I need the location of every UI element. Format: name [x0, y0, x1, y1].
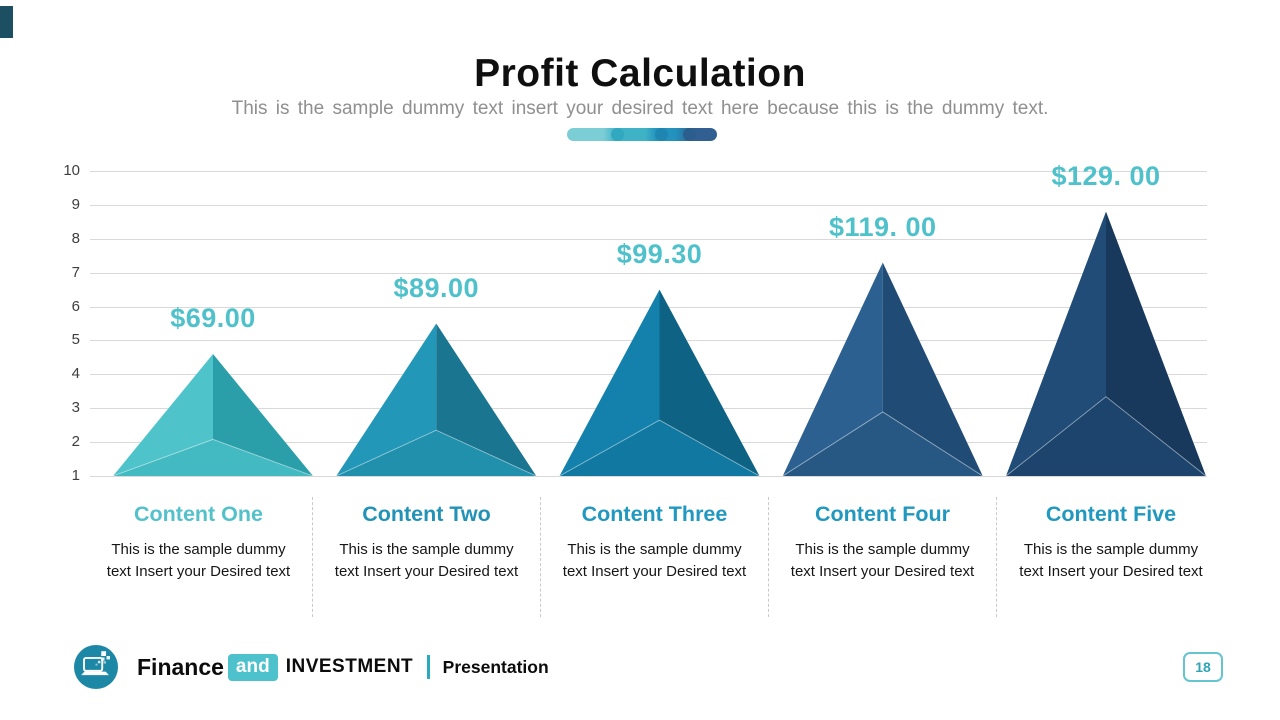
- gridline: [90, 340, 1207, 342]
- gridline: [90, 476, 1207, 477]
- content-column-1: Content One This is the sample dummy text…: [85, 497, 313, 617]
- y-axis-label: 8: [71, 229, 80, 247]
- value-label: $99.30: [616, 238, 703, 269]
- slide-subtitle: This is the sample dummy text insert you…: [231, 98, 1049, 119]
- content-description: This is the sample dummy text Insert you…: [1019, 541, 1203, 580]
- content-column-2: Content Two This is the sample dummy text…: [313, 497, 541, 617]
- pyramid-content-five: [1005, 211, 1207, 477]
- pyramid-content-one: [112, 354, 314, 477]
- y-axis-label: 9: [71, 195, 80, 213]
- divider-dot: [683, 128, 696, 141]
- content-columns: Content One This is the sample dummy text…: [85, 497, 1225, 617]
- y-axis-label: 2: [71, 433, 80, 451]
- content-title: Content Four: [815, 502, 950, 526]
- page-number: 18: [1195, 659, 1211, 675]
- gridline: [90, 374, 1207, 376]
- content-column-5: Content Five This is the sample dummy tex…: [997, 497, 1225, 617]
- footer-divider: [427, 655, 430, 679]
- gridline: [90, 442, 1207, 444]
- divider-accent: [567, 128, 717, 141]
- content-description: This is the sample dummy text Insert you…: [106, 541, 291, 580]
- y-axis-label: 6: [71, 297, 80, 315]
- content-column-4: Content Four This is the sample dummy tex…: [769, 497, 997, 617]
- doc-type-label: Presentation: [442, 656, 549, 677]
- pyramid-content-four: [782, 262, 983, 477]
- content-title: Content Two: [362, 502, 491, 526]
- laptop-logo-icon: [74, 645, 118, 689]
- content-column-3: Content Three This is the sample dummy te…: [541, 497, 769, 617]
- slide-accent-bar: [0, 6, 13, 38]
- pyramid-content-three: [559, 289, 760, 477]
- divider-dot: [655, 128, 668, 141]
- brand-investment: INVESTMENT: [285, 656, 414, 677]
- footer: Finance and INVESTMENT Presentation: [0, 642, 1280, 692]
- value-label: $89.00: [393, 272, 480, 303]
- divider-dot: [611, 128, 624, 141]
- gridline: [90, 272, 1207, 274]
- pyramid-content-two: [336, 323, 537, 477]
- y-axis-label: 1: [71, 467, 80, 484]
- y-axis-label: 4: [71, 365, 80, 383]
- value-label: $129. 00: [1051, 160, 1161, 191]
- content-description: This is the sample dummy text Insert you…: [334, 541, 519, 580]
- page-number-badge: 18: [1183, 652, 1223, 682]
- gridline: [90, 408, 1207, 410]
- brand-and-badge: and: [227, 653, 278, 681]
- y-axis-label: 3: [71, 399, 80, 417]
- value-label: $119. 00: [828, 211, 937, 242]
- content-title: Content Five: [1045, 502, 1177, 526]
- content-title: Content Three: [581, 502, 728, 526]
- content-title: Content One: [134, 502, 263, 526]
- gridline: [90, 238, 1207, 240]
- y-axis-label: 10: [63, 162, 80, 179]
- content-description: This is the sample dummy text Insert you…: [562, 541, 747, 580]
- value-label: $69.00: [170, 303, 256, 333]
- gridline: [90, 204, 1207, 206]
- y-axis-label: 5: [71, 331, 80, 349]
- y-axis-label: 7: [71, 263, 80, 281]
- gridline: [90, 171, 1207, 172]
- brand-lockup: Finance and INVESTMENT: [137, 653, 414, 681]
- brand-finance: Finance: [137, 653, 224, 680]
- page-title: Profit Calculation: [474, 52, 806, 95]
- content-description: This is the sample dummy text Insert you…: [790, 541, 975, 580]
